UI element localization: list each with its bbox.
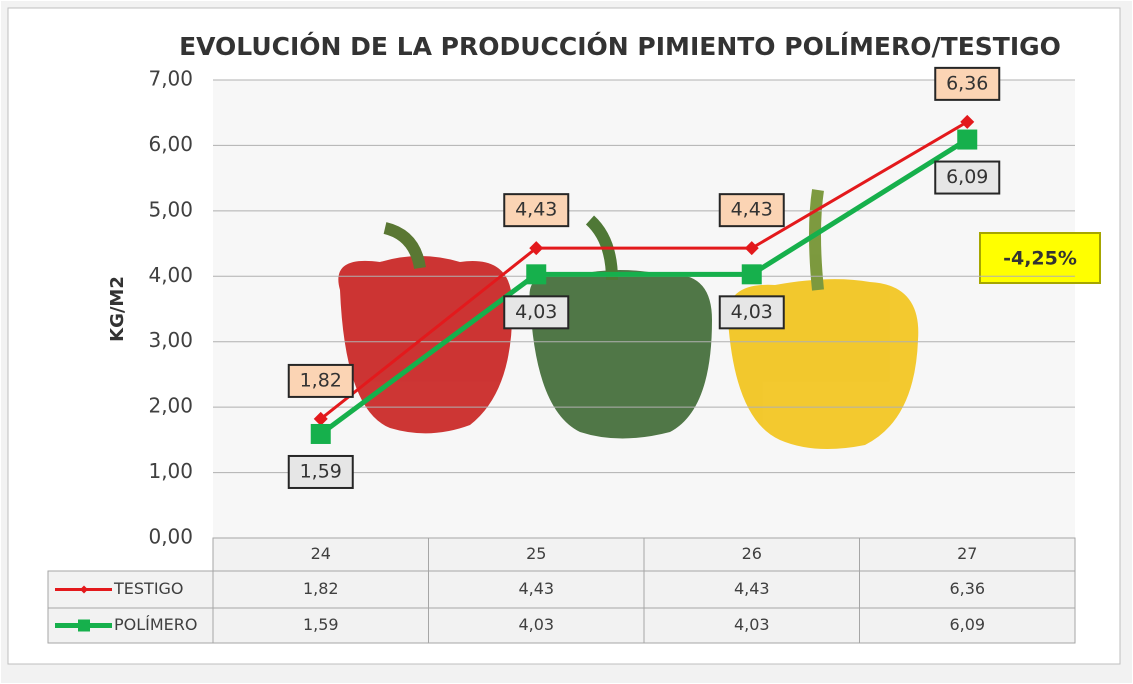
y-tick-label: 7,00 bbox=[148, 67, 193, 91]
y-tick-label: 1,00 bbox=[148, 459, 193, 483]
data-label: 6,09 bbox=[946, 166, 988, 188]
legend-marker bbox=[78, 620, 90, 632]
legend-label: TESTIGO bbox=[113, 579, 184, 598]
table-cell: 6,09 bbox=[949, 615, 985, 634]
table-cell: 4,03 bbox=[734, 615, 770, 634]
x-tick-label: 25 bbox=[526, 544, 546, 563]
table-cell: 6,36 bbox=[949, 579, 985, 598]
data-label: 4,43 bbox=[515, 199, 557, 221]
table-cell: 1,59 bbox=[303, 615, 339, 634]
chart: EVOLUCIÓN DE LA PRODUCCIÓN PIMIENTO POLÍ… bbox=[0, 0, 1133, 684]
y-axis-title: KG/M2 bbox=[107, 276, 128, 342]
data-label: 4,43 bbox=[731, 199, 773, 221]
data-label: 4,03 bbox=[731, 301, 773, 323]
point bbox=[526, 264, 546, 284]
legend-label: POLÍMERO bbox=[114, 615, 198, 634]
y-tick-label: 2,00 bbox=[148, 394, 193, 418]
x-tick-label: 27 bbox=[957, 544, 977, 563]
x-tick-label: 26 bbox=[742, 544, 762, 563]
data-label: 6,36 bbox=[946, 72, 988, 94]
y-tick-label: 0,00 bbox=[148, 525, 193, 549]
table-cell: 4,43 bbox=[518, 579, 554, 598]
y-tick-label: 5,00 bbox=[148, 197, 193, 221]
y-tick-label: 6,00 bbox=[148, 132, 193, 156]
point bbox=[957, 130, 977, 150]
data-label: 1,59 bbox=[300, 460, 342, 482]
table-cell: 1,82 bbox=[303, 579, 339, 598]
yellow-pepper-stem bbox=[815, 190, 818, 290]
data-label: 4,03 bbox=[515, 301, 557, 323]
point bbox=[742, 264, 762, 284]
chart-title: EVOLUCIÓN DE LA PRODUCCIÓN PIMIENTO POLÍ… bbox=[179, 31, 1061, 61]
x-tick-label: 24 bbox=[311, 544, 331, 563]
point bbox=[311, 424, 331, 444]
table-cell: 4,03 bbox=[518, 615, 554, 634]
data-label: 1,82 bbox=[300, 369, 342, 391]
table-cell: 4,43 bbox=[734, 579, 770, 598]
y-tick-label: 3,00 bbox=[148, 328, 193, 352]
y-tick-label: 4,00 bbox=[148, 263, 193, 287]
annotation: -4,25% bbox=[1003, 248, 1077, 270]
